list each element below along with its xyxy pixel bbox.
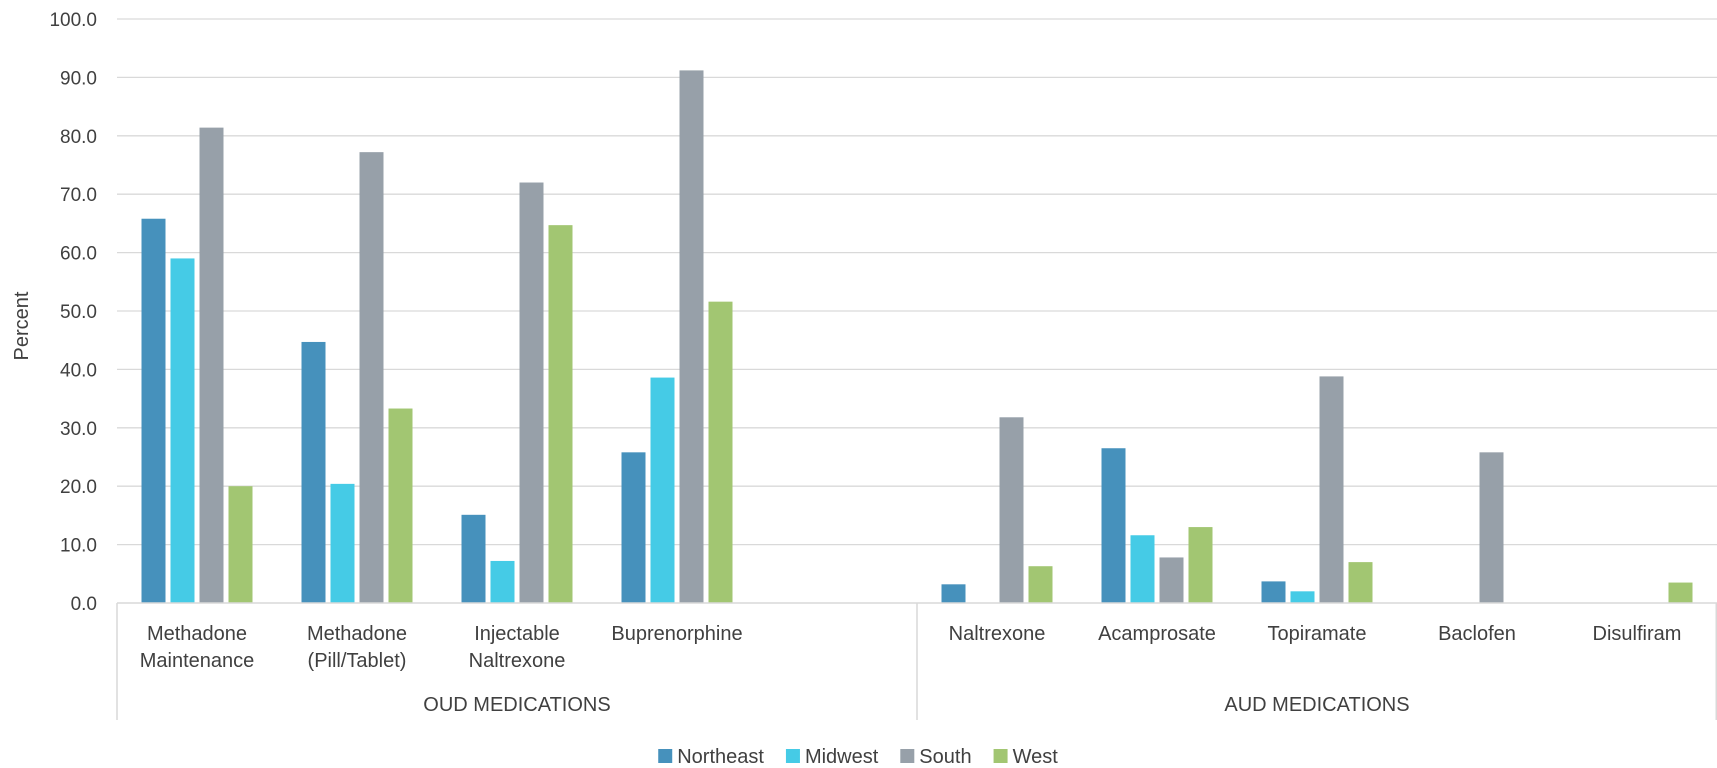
y-tick-label: 70.0 bbox=[60, 185, 97, 206]
y-tick-label: 30.0 bbox=[60, 419, 97, 440]
bar-west bbox=[708, 301, 733, 603]
y-tick-label: 50.0 bbox=[60, 302, 97, 323]
bar-west bbox=[1028, 566, 1053, 603]
legend-label: Midwest bbox=[805, 746, 879, 768]
bar-south bbox=[359, 152, 384, 604]
category-labels: Methadone Maintenance Methadone (Pill/Table… bbox=[140, 623, 1682, 672]
category-label: Topiramate bbox=[1268, 623, 1367, 645]
bar-northeast bbox=[461, 514, 486, 603]
category-label: Buprenorphine bbox=[611, 623, 742, 645]
bar-west bbox=[1668, 582, 1693, 603]
y-axis-title: Percent bbox=[11, 291, 33, 360]
y-tick-label: 10.0 bbox=[60, 536, 97, 557]
bar-northeast bbox=[1101, 448, 1126, 603]
category-label: Acamprosate bbox=[1098, 623, 1216, 645]
bar-midwest bbox=[650, 377, 675, 603]
gridlines bbox=[117, 18, 1717, 546]
bar-south bbox=[1479, 452, 1504, 603]
bar-northeast bbox=[621, 452, 646, 603]
y-tick-label: 0.0 bbox=[71, 594, 97, 615]
category-label: Naltrexone bbox=[469, 650, 566, 672]
category-label: Disulfiram bbox=[1593, 623, 1682, 645]
y-tick-label: 20.0 bbox=[60, 477, 97, 498]
legend-label: West bbox=[1013, 746, 1059, 768]
bar-south bbox=[519, 182, 544, 603]
bar-northeast bbox=[1261, 581, 1286, 603]
y-tick-label: 90.0 bbox=[60, 68, 97, 89]
category-label: Baclofen bbox=[1438, 623, 1516, 645]
bar-west bbox=[1188, 527, 1213, 603]
bars bbox=[141, 70, 1693, 604]
legend-swatch bbox=[993, 749, 1008, 763]
legend-swatch bbox=[785, 749, 800, 763]
bar-south bbox=[679, 70, 704, 604]
category-label: Naltrexone bbox=[949, 623, 1046, 645]
legend-swatch bbox=[900, 749, 915, 763]
legend-label: South bbox=[919, 746, 971, 768]
bar-northeast bbox=[141, 218, 166, 603]
category-label: Injectable bbox=[474, 623, 560, 645]
group-label: OUD MEDICATIONS bbox=[423, 694, 610, 716]
bar-south bbox=[1159, 557, 1184, 603]
bar-south bbox=[199, 127, 224, 604]
bar-northeast bbox=[301, 341, 326, 603]
group-labels: OUD MEDICATIONS AUD MEDICATIONS bbox=[423, 694, 1409, 716]
group-label: AUD MEDICATIONS bbox=[1224, 694, 1409, 716]
category-label: Methadone bbox=[307, 623, 407, 645]
legend-label: Northeast bbox=[677, 746, 764, 768]
bar-northeast bbox=[941, 584, 966, 603]
bar-west bbox=[388, 408, 413, 603]
bar-midwest bbox=[1290, 591, 1315, 603]
bar-west bbox=[1348, 562, 1373, 603]
y-axis-tick-labels: 0.0 10.0 20.0 30.0 40.0 50.0 60.0 70.0 80.0 90.0 1… bbox=[49, 10, 97, 615]
bar-west bbox=[228, 486, 253, 603]
bar-west bbox=[548, 225, 573, 604]
category-label: Methadone bbox=[147, 623, 247, 645]
category-label: Maintenance bbox=[140, 650, 255, 672]
x-axis bbox=[116, 602, 1717, 720]
bar-midwest bbox=[330, 483, 355, 603]
category-label: (Pill/Tablet) bbox=[308, 650, 407, 672]
legend: Northeast Midwest South West bbox=[658, 746, 1058, 768]
bar-midwest bbox=[490, 560, 515, 603]
y-tick-label: 40.0 bbox=[60, 360, 97, 381]
bar-south bbox=[999, 417, 1024, 603]
y-tick-label: 60.0 bbox=[60, 244, 97, 265]
bar-midwest bbox=[170, 258, 195, 603]
bar-south bbox=[1319, 376, 1344, 603]
y-tick-label: 80.0 bbox=[60, 127, 97, 148]
bar-midwest bbox=[1130, 535, 1155, 603]
legend-swatch bbox=[658, 749, 673, 763]
y-tick-label: 100.0 bbox=[49, 10, 97, 31]
